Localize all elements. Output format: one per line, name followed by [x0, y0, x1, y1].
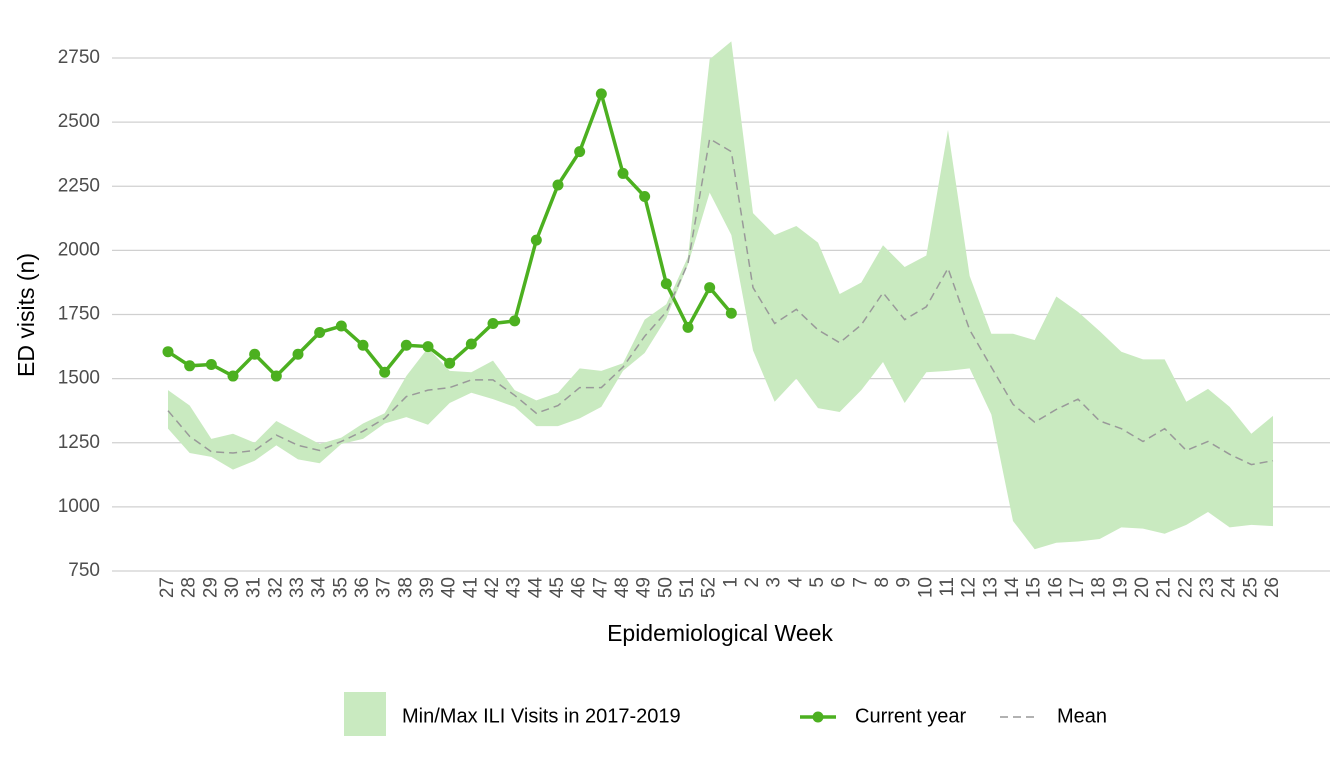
x-tick-label: 22 [1175, 577, 1196, 598]
x-tick-label: 47 [590, 577, 611, 598]
point [400, 339, 412, 351]
x-tick-label: 12 [959, 577, 980, 598]
y-tick-label: 2750 [58, 47, 100, 68]
x-tick-label: 19 [1110, 577, 1131, 598]
x-tick-label: 4 [785, 577, 806, 588]
x-tick-label: 49 [634, 577, 655, 598]
x-tick-label: 10 [915, 577, 936, 598]
point [249, 348, 261, 360]
x-axis-title: Epidemiological Week [607, 620, 833, 646]
x-tick-label: 23 [1197, 577, 1218, 598]
y-tick-label: 1250 [58, 432, 100, 453]
point [617, 167, 629, 179]
x-tick-label: 48 [612, 577, 633, 598]
x-tick-label: 6 [829, 577, 850, 588]
x-tick-label: 37 [374, 577, 395, 598]
x-tick-label: 17 [1067, 577, 1088, 598]
x-tick-label: 34 [309, 577, 330, 599]
x-tick-label: 8 [872, 577, 893, 588]
legend-label: Min/Max ILI Visits in 2017-2019 [402, 705, 681, 727]
x-tick-label: 51 [677, 577, 698, 598]
point [704, 282, 716, 294]
point [574, 146, 586, 158]
point [205, 359, 217, 371]
x-tick-label: 45 [547, 577, 568, 598]
point [530, 234, 542, 246]
x-tick-label: 9 [894, 577, 915, 588]
point [639, 191, 651, 203]
y-tick-label: 2500 [58, 111, 100, 132]
x-tick-label: 30 [222, 577, 243, 598]
point [509, 315, 521, 327]
point [422, 341, 434, 353]
x-tick-label: 5 [807, 577, 828, 588]
x-tick-label: 43 [504, 577, 525, 598]
x-tick-label: 1 [720, 577, 741, 588]
point [162, 346, 174, 358]
point [184, 360, 196, 372]
point [335, 320, 347, 332]
x-tick-label: 35 [330, 577, 351, 598]
point [552, 179, 564, 191]
x-tick-label: 16 [1045, 577, 1066, 598]
x-tick-label: 24 [1219, 577, 1240, 599]
x-tick-label: 14 [1002, 577, 1023, 599]
point [270, 370, 282, 382]
x-tick-label: 18 [1089, 577, 1110, 598]
x-tick-label: 11 [937, 577, 958, 597]
x-tick-label: 36 [352, 577, 373, 598]
x-tick-label: 29 [200, 577, 221, 598]
point [660, 278, 672, 290]
x-tick-label: 2 [742, 577, 763, 588]
point [379, 366, 391, 378]
x-tick-label: 44 [525, 577, 546, 599]
x-tick-label: 50 [655, 577, 676, 598]
legend-label: Current year [855, 705, 966, 727]
y-tick-label: 2250 [58, 175, 100, 196]
point [595, 88, 607, 100]
x-tick-label: 52 [699, 577, 720, 598]
point [725, 307, 737, 319]
x-tick-label: 7 [850, 577, 871, 588]
x-tick-label: 40 [439, 577, 460, 598]
y-tick-label: 750 [68, 560, 100, 581]
legend-swatch [344, 692, 386, 736]
point [292, 348, 304, 360]
legend-swatch [812, 711, 824, 723]
x-tick-label: 26 [1262, 577, 1283, 598]
y-axis-title: ED visits (n) [13, 253, 39, 377]
x-tick-label: 33 [287, 577, 308, 598]
x-tick-label: 32 [265, 577, 286, 598]
legend: Min/Max ILI Visits in 2017-2019 Current y… [344, 692, 1107, 736]
x-tick-label: 13 [980, 577, 1001, 598]
point [487, 317, 499, 329]
point [357, 339, 369, 351]
x-tick-label: 21 [1154, 577, 1175, 598]
x-tick-label: 41 [460, 577, 481, 598]
x-tick-label: 38 [395, 577, 416, 598]
y-tick-label: 1000 [58, 496, 100, 517]
x-tick-label: 31 [244, 577, 265, 598]
x-tick-label: 20 [1132, 577, 1153, 598]
point [227, 370, 239, 382]
point [444, 357, 456, 369]
x-tick-label: 46 [569, 577, 590, 598]
x-tick-label: 15 [1024, 577, 1045, 598]
point [314, 326, 326, 338]
legend-label: Mean [1057, 705, 1107, 727]
y-tick-label: 1500 [58, 368, 100, 389]
x-tick-label: 25 [1240, 577, 1261, 598]
x-tick-label: 39 [417, 577, 438, 598]
point [465, 338, 477, 350]
min-max-band [168, 41, 1273, 550]
x-tick-label: 28 [179, 577, 200, 598]
y-tick-label: 2000 [58, 239, 100, 260]
y-tick-label: 1750 [58, 304, 100, 325]
x-tick-label: 42 [482, 577, 503, 598]
x-tick-label: 3 [764, 577, 785, 588]
mean-line [167, 137, 1274, 466]
x-tick-label: 27 [157, 577, 178, 598]
point [682, 321, 694, 333]
